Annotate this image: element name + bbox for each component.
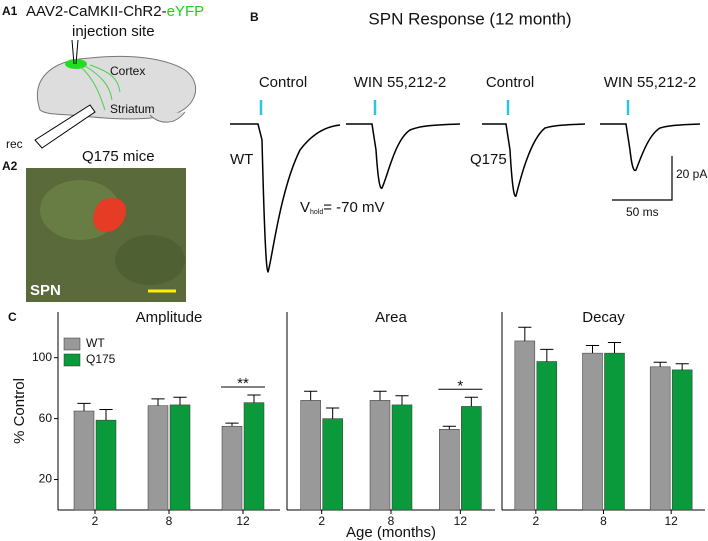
bar — [221, 425, 243, 511]
injection-label: injection site — [72, 23, 155, 40]
striatum-label: Striatum — [110, 102, 155, 116]
vhold-v: V — [300, 199, 310, 216]
virus-highlight: eYFP — [167, 3, 205, 20]
bar — [461, 406, 482, 511]
trace — [230, 123, 341, 273]
bar — [73, 410, 95, 511]
genotype-label: WT — [230, 151, 253, 168]
bar — [95, 419, 117, 511]
vhold-label: Vhold= -70 mV — [300, 199, 385, 216]
panel-label: B — [250, 10, 259, 24]
x-tick-label: 12 — [454, 514, 468, 528]
genotype-label: Q175 — [470, 151, 507, 168]
rec-electrode — [34, 104, 96, 149]
scale-y-label: 20 pA — [676, 167, 707, 181]
rec-label: rec — [6, 137, 23, 151]
legend-label: WT — [86, 336, 105, 350]
vhold-value: = -70 mV — [323, 199, 384, 216]
virus-text: AAV2-CaMKII-ChR2- — [26, 3, 167, 20]
error-bar — [99, 408, 113, 421]
micrograph-texture — [115, 235, 185, 285]
y-tick-label: 100 — [32, 350, 52, 364]
pipette — [75, 39, 79, 65]
condition-label: Control — [486, 74, 534, 91]
panel-label: A2 — [2, 159, 18, 173]
error-bar — [151, 398, 165, 406]
bar — [582, 352, 603, 511]
bar — [514, 340, 536, 511]
error-bar — [326, 407, 340, 419]
x-tick-label: 12 — [664, 514, 678, 528]
significance-label: ** — [237, 375, 249, 392]
pipette — [71, 39, 75, 65]
cell-label: SPN — [30, 282, 61, 299]
trace — [600, 123, 701, 172]
y-tick-label: 60 — [39, 411, 53, 425]
x-tick-label: 12 — [236, 514, 250, 528]
projections — [79, 64, 121, 111]
y-axis-label: % Control — [11, 378, 28, 444]
error-bar — [518, 326, 532, 341]
cerebellum — [149, 111, 186, 123]
bar — [243, 402, 265, 511]
condition-label: Control — [259, 74, 307, 91]
chart-title: Amplitude — [136, 309, 203, 326]
x-axis-label: Age (months) — [346, 524, 436, 541]
significance-label: * — [457, 377, 463, 394]
panel-label: A1 — [2, 4, 18, 18]
error-bar — [225, 422, 239, 427]
condition-label: WIN 55,212-2 — [604, 74, 697, 91]
x-tick-label: 8 — [600, 514, 607, 528]
bar — [536, 361, 558, 511]
x-tick-label: 2 — [318, 514, 325, 528]
bar — [391, 404, 413, 511]
error-bar — [442, 425, 456, 430]
legend-swatch — [63, 337, 81, 351]
vhold-sub: hold — [310, 209, 323, 216]
error-bar — [247, 394, 261, 403]
error-bar — [653, 361, 667, 367]
bar — [649, 366, 671, 511]
cortex-label: Cortex — [110, 64, 145, 78]
error-bar — [373, 390, 387, 401]
error-bar — [675, 363, 689, 370]
panel-label: C — [8, 310, 17, 324]
error-bar — [585, 345, 600, 354]
trace — [482, 123, 586, 197]
b-title: SPN Response (12 month) — [368, 9, 571, 28]
error-bar — [395, 395, 409, 405]
error-bar — [304, 390, 318, 401]
x-tick-label: 8 — [166, 514, 173, 528]
error-bar — [77, 402, 91, 411]
condition-label: WIN 55,212-2 — [354, 74, 447, 91]
x-tick-label: 8 — [388, 514, 395, 528]
cell-body — [93, 198, 126, 233]
bar — [322, 418, 343, 511]
legend-swatch — [63, 353, 81, 367]
error-bar — [173, 396, 187, 405]
injection-spot — [65, 59, 87, 69]
trace — [346, 123, 461, 189]
error-bar — [540, 348, 554, 362]
x-tick-label: 2 — [532, 514, 539, 528]
x-tick-label: 2 — [92, 514, 99, 528]
y-tick-label: 20 — [39, 472, 53, 486]
bar — [147, 405, 169, 511]
legend-label: Q175 — [86, 352, 116, 366]
bar — [671, 369, 693, 511]
error-bar — [607, 341, 622, 354]
bar — [169, 404, 191, 511]
bar — [439, 429, 460, 511]
a2-title: Q175 mice — [82, 148, 155, 165]
bar — [604, 352, 625, 511]
scale-x-label: 50 ms — [626, 205, 659, 219]
bar — [300, 400, 321, 511]
chart-title: Area — [375, 309, 407, 326]
bar — [369, 400, 391, 511]
virus-label: AAV2-CaMKII-ChR2-eYFP — [26, 3, 204, 20]
scale-bars — [612, 156, 673, 201]
error-bar — [464, 396, 478, 407]
chart-title: Decay — [582, 309, 625, 326]
